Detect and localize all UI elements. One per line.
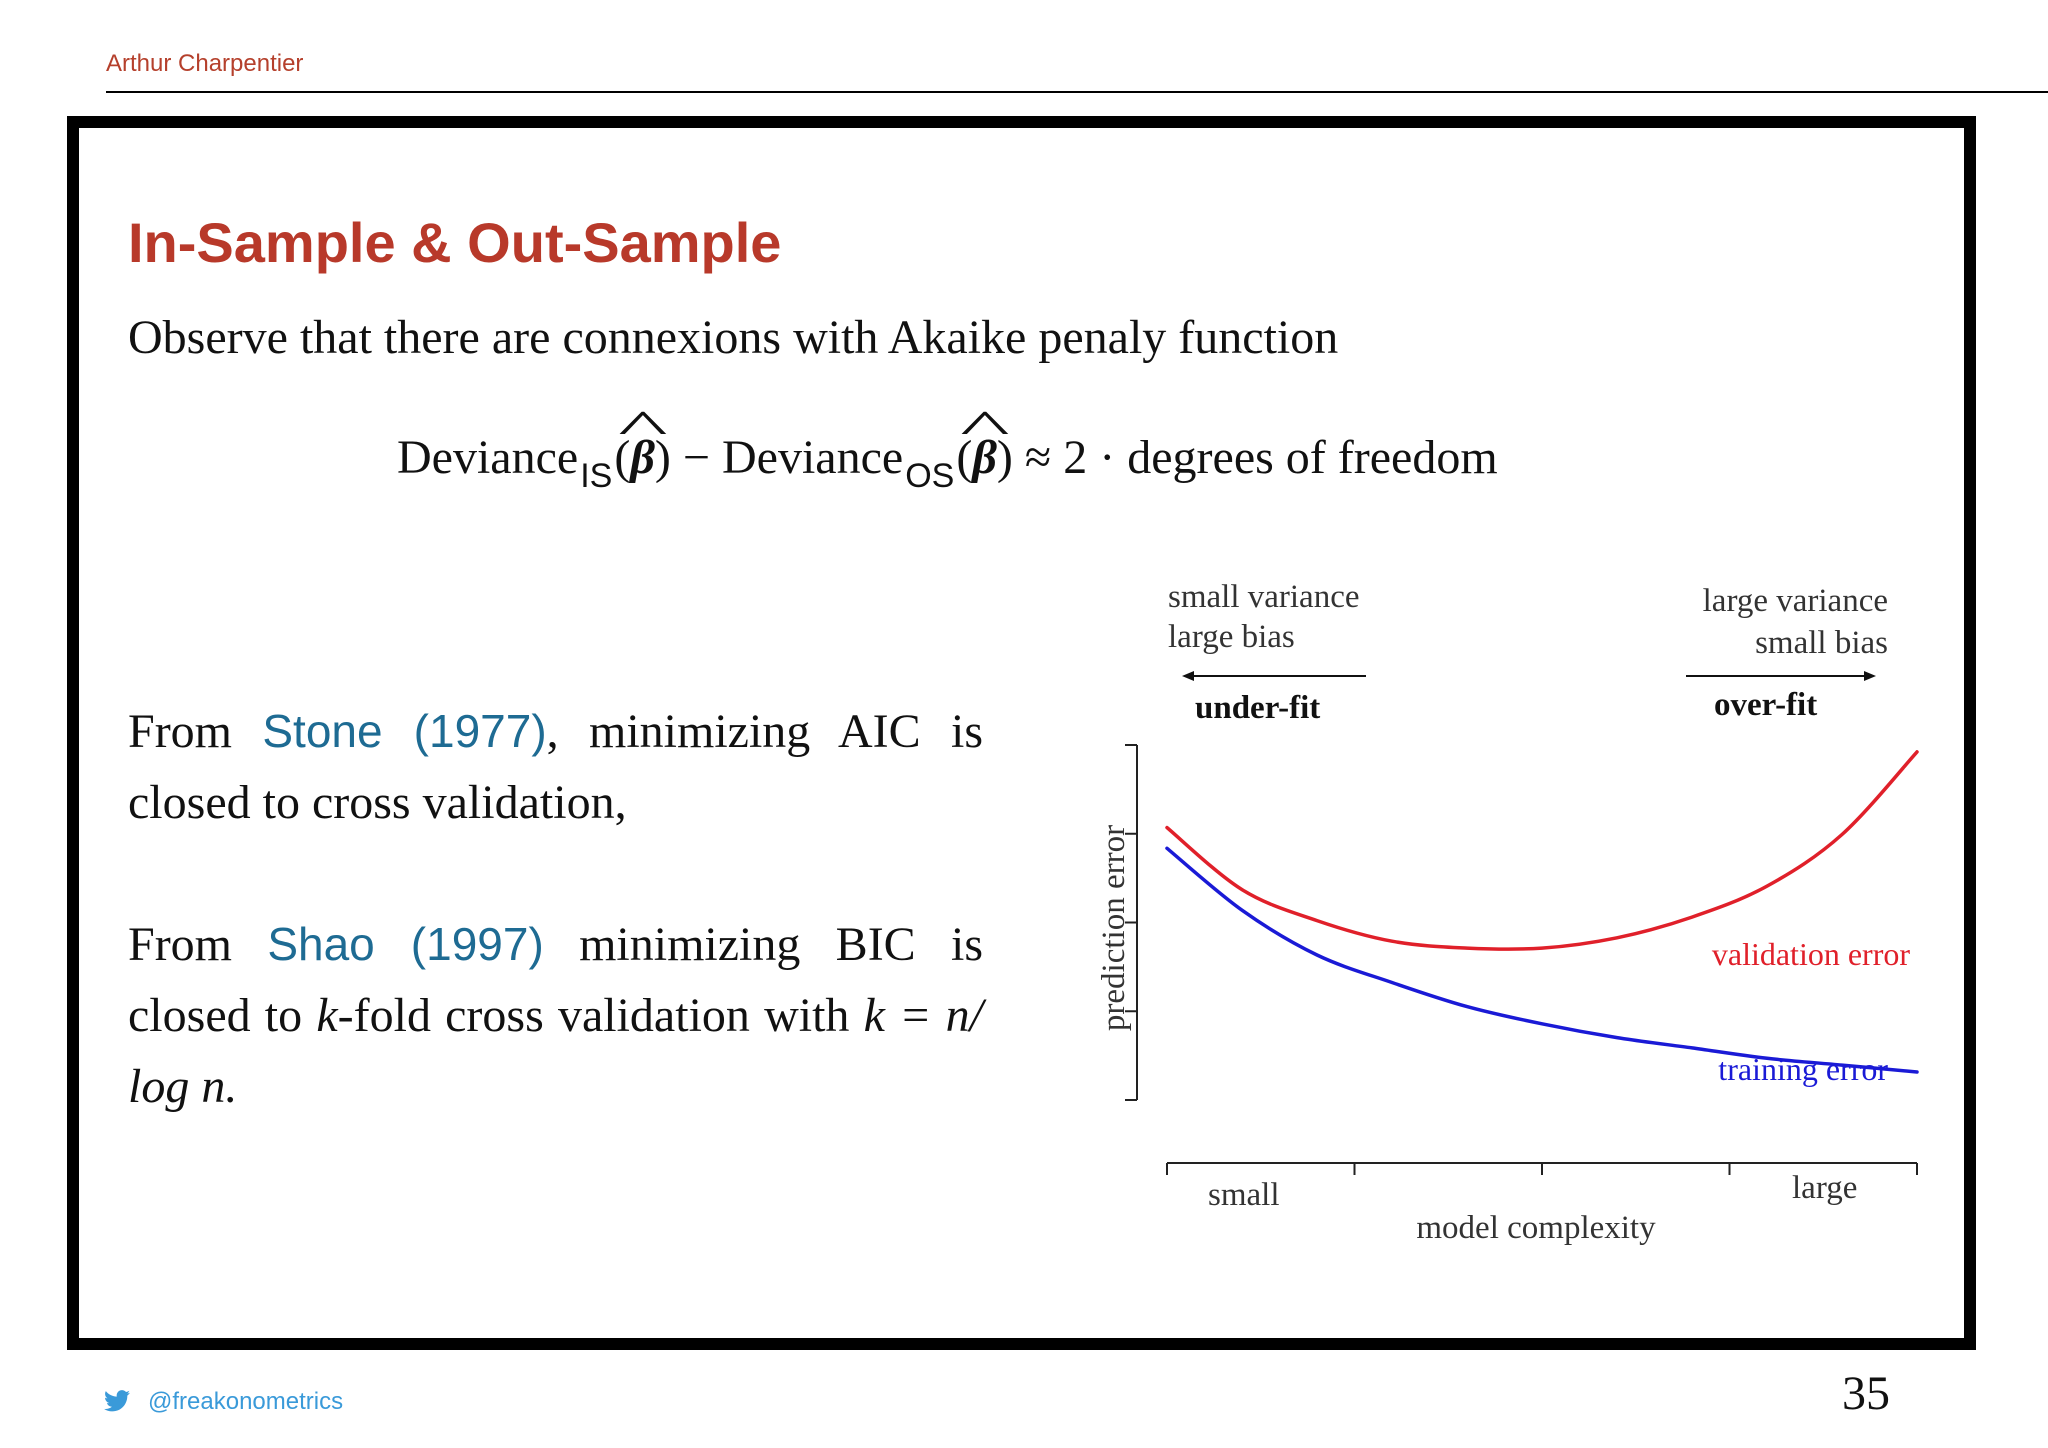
over-fit-arrowhead — [1864, 671, 1876, 681]
x-tick-small: small — [1208, 1177, 1280, 1213]
series-line-validation-error — [1165, 750, 1919, 951]
annotation-over-fit: over-fit — [1714, 687, 1817, 723]
citation-stone-link[interactable]: Stone (1977) — [262, 705, 547, 757]
twitter-icon — [104, 1390, 130, 1412]
eq-sub-os: OS — [905, 457, 955, 495]
under-fit-arrowhead — [1182, 671, 1194, 681]
author-name: Arthur Charpentier — [106, 50, 304, 77]
series-line-training-error — [1165, 846, 1919, 1074]
chart-lines — [1165, 750, 1919, 1074]
bias-variance-chart: small variance large bias under-fit larg… — [1096, 579, 1919, 1246]
eq-sub-is: IS — [580, 457, 613, 495]
intro-text: Observe that there are connexions with A… — [128, 311, 1339, 364]
x-axis-label: model complexity — [1416, 1210, 1656, 1246]
eq-rhs: ≈ 2 · degrees of freedom — [1024, 431, 1498, 484]
eq-beta-hat-2: β — [972, 430, 997, 485]
annotation-right-line1: large variance — [1703, 583, 1888, 619]
x-tick-large: large — [1792, 1170, 1857, 1206]
para1-prefix: From — [128, 705, 263, 758]
deviance-equation: DevianceIS(β) − DevianceOS(β) ≈ 2 · degr… — [397, 430, 1498, 495]
eq-minus: − — [682, 431, 710, 484]
page-number: 35 — [1842, 1367, 1890, 1420]
slide-title: In-Sample & Out-Sample — [128, 211, 782, 274]
para2-k: k — [316, 989, 338, 1042]
citation-shao-link[interactable]: Shao (1997) — [267, 918, 544, 970]
eq-beta-hat-1: β — [630, 430, 655, 485]
slide-frame — [67, 116, 1976, 1350]
para2-rest2: -fold cross validation with — [337, 989, 864, 1042]
paragraph-shao: From Shao (1997) minimizing BIC is close… — [128, 909, 983, 1122]
para2-formula: k = n/ log n. — [128, 989, 983, 1113]
eq-term2: Deviance — [721, 431, 904, 484]
header-rule — [106, 91, 2048, 93]
annotation-under-fit: under-fit — [1195, 690, 1320, 726]
annotation-right-line2: small bias — [1755, 625, 1888, 661]
label-validation-error: validation error — [1712, 936, 1910, 972]
y-axis-label: prediction error — [1096, 825, 1132, 1031]
footer-twitter-handle[interactable]: @freakonometrics — [148, 1388, 344, 1415]
chart-axes — [1125, 744, 1918, 1175]
annotation-left-line1: small variance — [1168, 579, 1360, 615]
annotation-left-line2: large bias — [1168, 619, 1295, 655]
label-training-error: training error — [1718, 1051, 1888, 1087]
eq-term1: Deviance — [397, 431, 579, 484]
para1-rest: , minimizing AIC is closed to cross vali… — [128, 705, 984, 829]
twitter-bird-shape — [104, 1390, 130, 1412]
para2-prefix: From — [128, 918, 268, 971]
paragraph-stone: From Stone (1977), minimizing AIC is clo… — [128, 696, 983, 838]
para2-rest: minimizing BIC is closed to — [128, 918, 983, 1042]
